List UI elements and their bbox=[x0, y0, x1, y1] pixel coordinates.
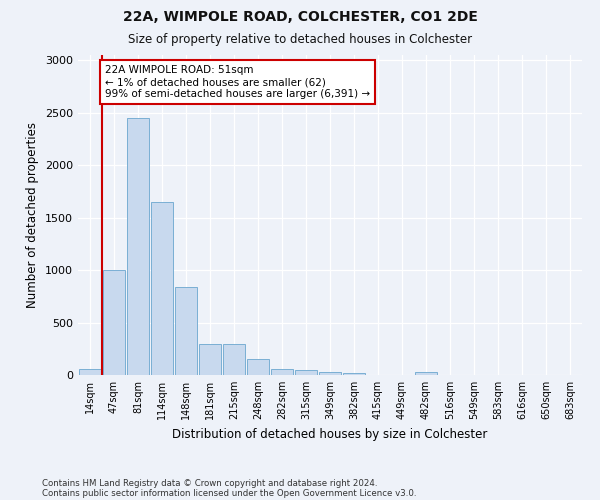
Bar bbox=[319, 372, 341, 375]
X-axis label: Distribution of detached houses by size in Colchester: Distribution of detached houses by size … bbox=[172, 428, 488, 440]
Y-axis label: Number of detached properties: Number of detached properties bbox=[26, 122, 40, 308]
Bar bbox=[415, 372, 437, 375]
Bar bbox=[79, 369, 101, 375]
Bar bbox=[223, 344, 245, 375]
Text: Size of property relative to detached houses in Colchester: Size of property relative to detached ho… bbox=[128, 32, 472, 46]
Text: Contains public sector information licensed under the Open Government Licence v3: Contains public sector information licen… bbox=[42, 488, 416, 498]
Bar bbox=[343, 373, 365, 375]
Bar bbox=[151, 202, 173, 375]
Bar bbox=[175, 287, 197, 375]
Bar bbox=[271, 369, 293, 375]
Bar bbox=[295, 370, 317, 375]
Bar bbox=[127, 118, 149, 375]
Text: Contains HM Land Registry data © Crown copyright and database right 2024.: Contains HM Land Registry data © Crown c… bbox=[42, 478, 377, 488]
Bar bbox=[103, 270, 125, 375]
Text: 22A, WIMPOLE ROAD, COLCHESTER, CO1 2DE: 22A, WIMPOLE ROAD, COLCHESTER, CO1 2DE bbox=[122, 10, 478, 24]
Bar bbox=[247, 360, 269, 375]
Text: 22A WIMPOLE ROAD: 51sqm
← 1% of detached houses are smaller (62)
99% of semi-det: 22A WIMPOLE ROAD: 51sqm ← 1% of detached… bbox=[105, 66, 370, 98]
Bar bbox=[199, 344, 221, 375]
